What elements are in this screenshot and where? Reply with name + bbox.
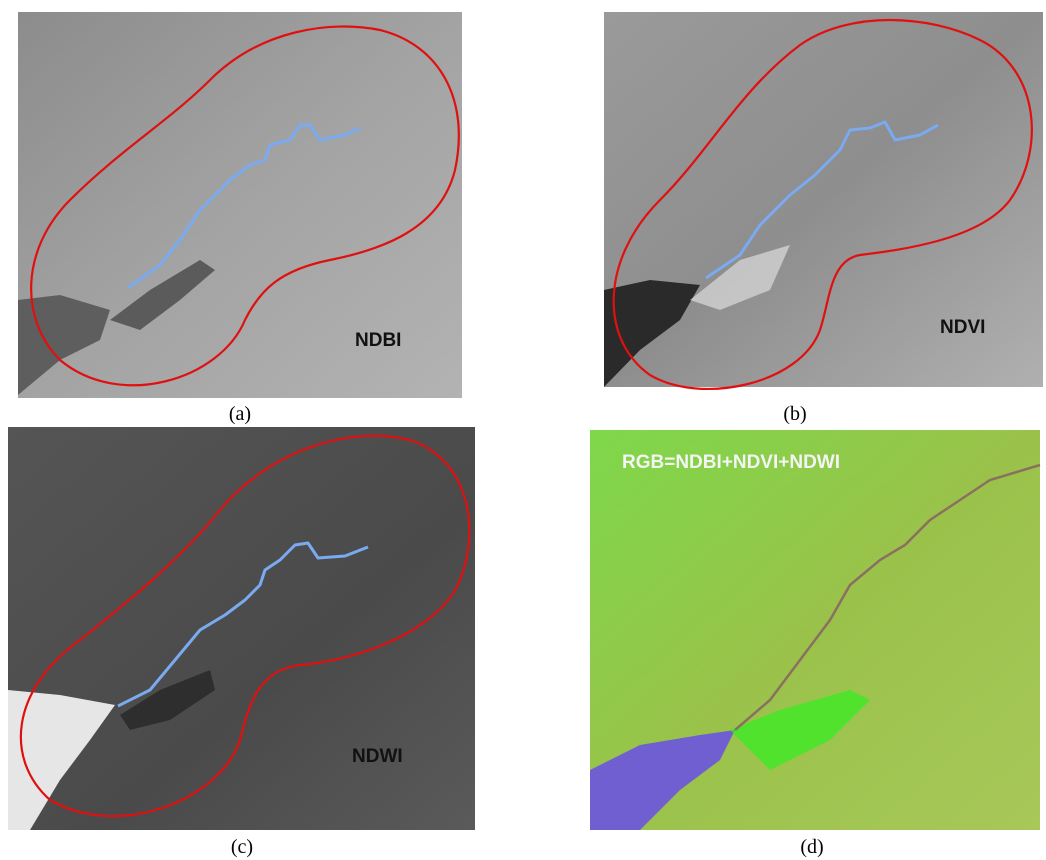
panel-caption: (c)	[231, 836, 253, 858]
panel-caption: (a)	[229, 403, 251, 425]
panel-caption: (d)	[800, 836, 823, 858]
panel-label: NDVI	[940, 317, 985, 338]
panel-b: NDVI	[604, 12, 1043, 389]
panel-c: NDWI	[8, 427, 475, 830]
panel-label: NDWI	[352, 746, 403, 767]
figure: NDBI (a) NDVI (b) NDWI (c) RGB=NDBI+NDVI…	[0, 0, 1046, 860]
panel-label: NDBI	[355, 330, 401, 351]
panel-caption: (b)	[783, 403, 806, 425]
panel-d: RGB=NDBI+NDVI+NDWI	[590, 430, 1040, 830]
panel-label: RGB=NDBI+NDVI+NDWI	[622, 452, 840, 473]
panel-a: NDBI	[18, 12, 462, 398]
